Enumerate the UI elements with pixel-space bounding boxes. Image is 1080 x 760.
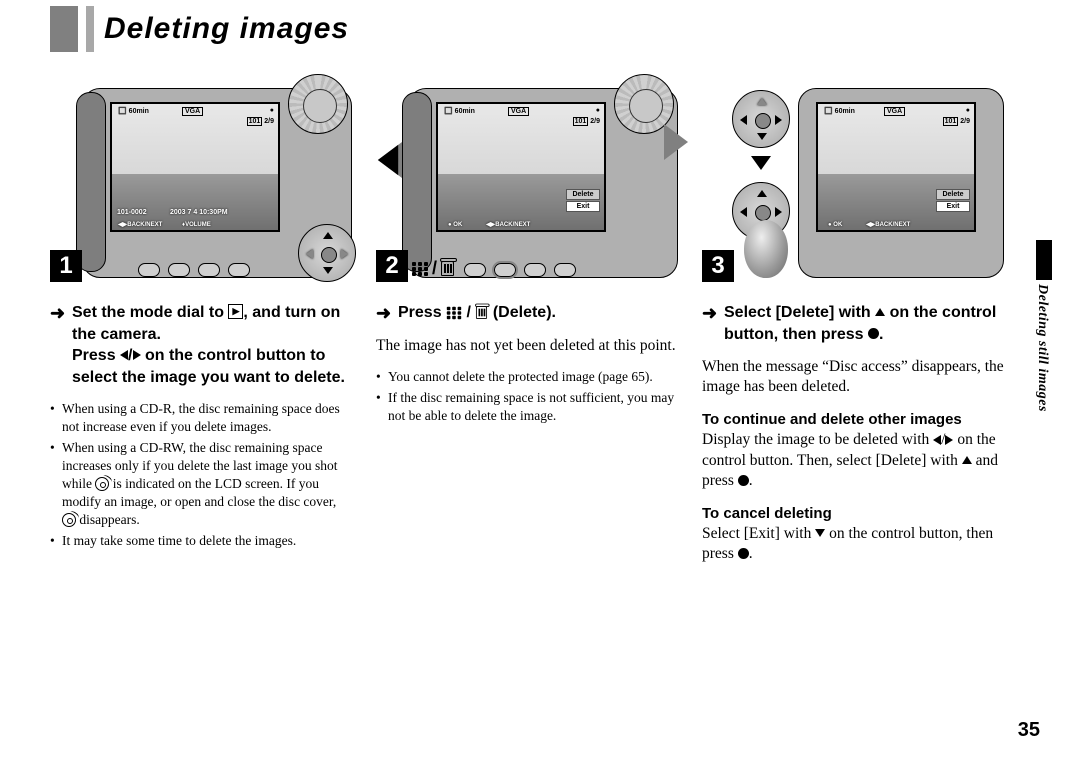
note: It may take some time to delete the imag… xyxy=(50,532,352,550)
figure-2: 🔲 60min VGA ● 101 2/9 Delete Exit ● OK ◀… xyxy=(376,72,678,282)
step-badge-1: 1 xyxy=(50,250,82,282)
disc-icon xyxy=(95,477,109,491)
lcd-screen: 🔲 60min VGA ● 101 2/9 Delete Exit ● OK ◀… xyxy=(816,102,976,232)
center-button-icon xyxy=(868,328,879,339)
step3-text-c: . xyxy=(879,326,883,343)
section-label: Deleting still images xyxy=(1034,284,1050,412)
step1-text-a: Set the mode dial to xyxy=(72,304,228,321)
thumb-press-icon xyxy=(744,220,788,278)
right-arrow-icon xyxy=(133,350,141,360)
camera-buttons-row xyxy=(464,261,576,279)
column-2: 🔲 60min VGA ● 101 2/9 Delete Exit ● OK ◀… xyxy=(376,72,678,576)
lcd-screen: 🔲 60min VGA ● 101 2/9 101-0002 2003 7 4 … xyxy=(110,102,280,232)
left-arrow-large-icon xyxy=(378,145,398,176)
menu-delete: Delete xyxy=(566,189,600,200)
thumbnail-grid-icon xyxy=(412,262,428,276)
arrow-icon: ➜ xyxy=(376,302,398,324)
column-3: 🔲 60min VGA ● 101 2/9 Delete Exit ● OK ◀… xyxy=(702,72,1004,576)
step2-heading: ➜ Press / (Delete). xyxy=(376,302,678,324)
page-number: 35 xyxy=(1018,719,1040,742)
step3-heading: ➜ Select [Delete] with on the control bu… xyxy=(702,302,1004,345)
dpad-up-icon xyxy=(732,90,790,148)
step1-text-c: Press xyxy=(72,347,120,364)
step2-notes: You cannot delete the protected image (p… xyxy=(376,368,678,425)
center-button-icon xyxy=(738,548,749,559)
step-badge-3: 3 xyxy=(702,250,734,282)
subhead-continue: To continue and delete other images xyxy=(702,411,1004,428)
page-title-bar: Deleting images xyxy=(50,0,1040,52)
camera-illustration: 🔲 60min VGA ● 101 2/9 Delete Exit ● OK ◀… xyxy=(408,72,678,282)
lcd-menu: Delete Exit xyxy=(566,188,600,212)
lcd-file: 101-0002 xyxy=(117,209,147,216)
step2-text-b: (Delete). xyxy=(488,304,556,321)
disc-icon xyxy=(62,513,76,527)
manual-page: Deleting images 🔲 60min VGA ● 101 2/9 10… xyxy=(0,0,1080,760)
lcd-ok: OK xyxy=(453,222,462,228)
lcd-vga: VGA xyxy=(182,107,203,116)
figure-3: 🔲 60min VGA ● 101 2/9 Delete Exit ● OK ◀… xyxy=(702,72,1004,282)
page-title: Deleting images xyxy=(104,12,349,46)
center-button-icon xyxy=(738,475,749,486)
note: If the disc remaining space is not suffi… xyxy=(376,389,678,425)
subhead-cancel: To cancel deleting xyxy=(702,505,1004,522)
lcd-folder: 101 xyxy=(247,117,263,126)
note: You cannot delete the protected image (p… xyxy=(376,368,678,386)
step3-text-a: Select [Delete] with xyxy=(724,304,875,321)
menu-delete: Delete xyxy=(936,189,970,200)
down-arrow-icon xyxy=(815,529,825,537)
menu-exit: Exit xyxy=(936,201,970,212)
step3-body: When the message “Disc access” disappear… xyxy=(702,357,1004,397)
title-decor-dark xyxy=(50,6,78,52)
arrow-icon: ➜ xyxy=(702,302,724,345)
right-arrow-icon xyxy=(945,435,953,445)
figure-1: 🔲 60min VGA ● 101 2/9 101-0002 2003 7 4 … xyxy=(50,72,352,282)
left-arrow-icon xyxy=(120,350,128,360)
up-arrow-icon xyxy=(962,456,972,464)
dpad-icon xyxy=(298,224,356,282)
step2-body: The image has not yet been deleted at th… xyxy=(376,336,678,356)
step2-text-a: Press xyxy=(398,304,446,321)
trash-icon xyxy=(476,306,487,319)
lcd-battery: 60min xyxy=(129,108,149,115)
tab-marker xyxy=(1036,240,1052,280)
lcd-volume: VOLUME xyxy=(185,222,211,228)
title-decor-light xyxy=(86,6,94,52)
trash-icon xyxy=(441,261,454,276)
step2-button-icons: / xyxy=(412,258,454,279)
note: When using a CD-RW, the disc remaining s… xyxy=(50,439,352,529)
thumbnail-grid-icon xyxy=(447,306,461,319)
columns: 🔲 60min VGA ● 101 2/9 101-0002 2003 7 4 … xyxy=(50,72,1040,576)
down-arrow-icon xyxy=(751,156,771,170)
step3-continue-body: Display the image to be deleted with / o… xyxy=(702,430,1004,490)
step3-cancel-body: Select [Exit] with on the control button… xyxy=(702,524,1004,564)
step-badge-2: 2 xyxy=(376,250,408,282)
lcd-menu: Delete Exit xyxy=(936,188,970,212)
arrow-icon: ➜ xyxy=(50,302,72,388)
lcd-count: 2/9 xyxy=(264,118,274,125)
right-arrow-large-icon xyxy=(664,124,688,160)
menu-exit: Exit xyxy=(566,201,600,212)
camera-buttons-row xyxy=(138,261,250,279)
lcd-screen: 🔲 60min VGA ● 101 2/9 Delete Exit ● OK ◀… xyxy=(436,102,606,232)
lcd-time: 2003 7 4 10:30PM xyxy=(170,209,228,216)
step1-heading: ➜ Set the mode dial to , and turn on the… xyxy=(50,302,352,388)
note: When using a CD-R, the disc remaining sp… xyxy=(50,400,352,436)
lcd-backnext: BACK/NEXT xyxy=(127,222,162,228)
left-arrow-icon xyxy=(933,435,941,445)
section-tab: Deleting still images xyxy=(1034,240,1054,412)
mode-dial-icon xyxy=(288,74,348,134)
step1-notes: When using a CD-R, the disc remaining sp… xyxy=(50,400,352,550)
play-mode-icon xyxy=(228,304,243,319)
up-arrow-icon xyxy=(875,308,885,316)
camera-illustration: 🔲 60min VGA ● 101 2/9 101-0002 2003 7 4 … xyxy=(82,72,352,282)
column-1: 🔲 60min VGA ● 101 2/9 101-0002 2003 7 4 … xyxy=(50,72,352,576)
